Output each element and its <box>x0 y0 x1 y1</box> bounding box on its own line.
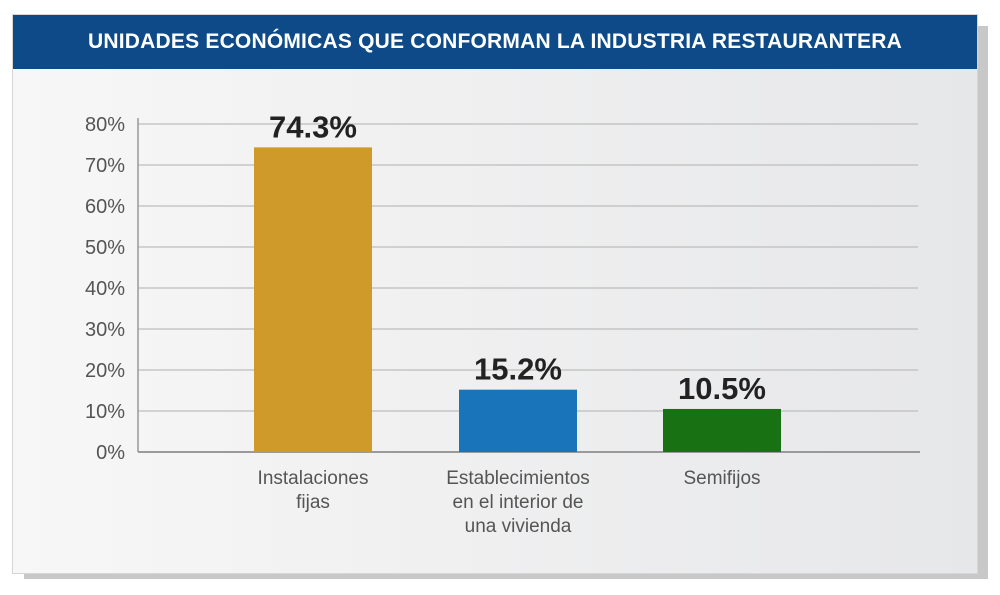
y-tick-label: 50% <box>85 237 125 259</box>
bar <box>459 389 577 452</box>
bar-value-label: 15.2% <box>474 352 562 387</box>
y-tick-label: 70% <box>85 155 125 177</box>
y-tick-label: 10% <box>85 401 125 423</box>
chart-card: UNIDADES ECONÓMICAS QUE CONFORMAN LA IND… <box>12 14 978 574</box>
bar-value-label: 10.5% <box>678 371 766 406</box>
y-tick-label: 30% <box>85 319 125 341</box>
chart-title: UNIDADES ECONÓMICAS QUE CONFORMAN LA IND… <box>88 30 902 53</box>
y-tick-label: 40% <box>85 278 125 300</box>
bar-value-label: 74.3% <box>269 109 357 144</box>
y-tick-label: 60% <box>85 196 125 218</box>
x-category-label: Instalaciones fijas <box>258 468 369 513</box>
y-tick-label: 20% <box>85 360 125 382</box>
x-category-label: Semifijos <box>683 468 760 489</box>
bar <box>254 147 372 452</box>
x-category-label: Establecimientos en el interior de una viv… <box>446 468 590 537</box>
y-tick-label: 0% <box>96 442 125 464</box>
chart-header: UNIDADES ECONÓMICAS QUE CONFORMAN LA IND… <box>13 15 977 69</box>
y-tick-label: 80% <box>85 114 125 136</box>
bar <box>663 408 781 452</box>
